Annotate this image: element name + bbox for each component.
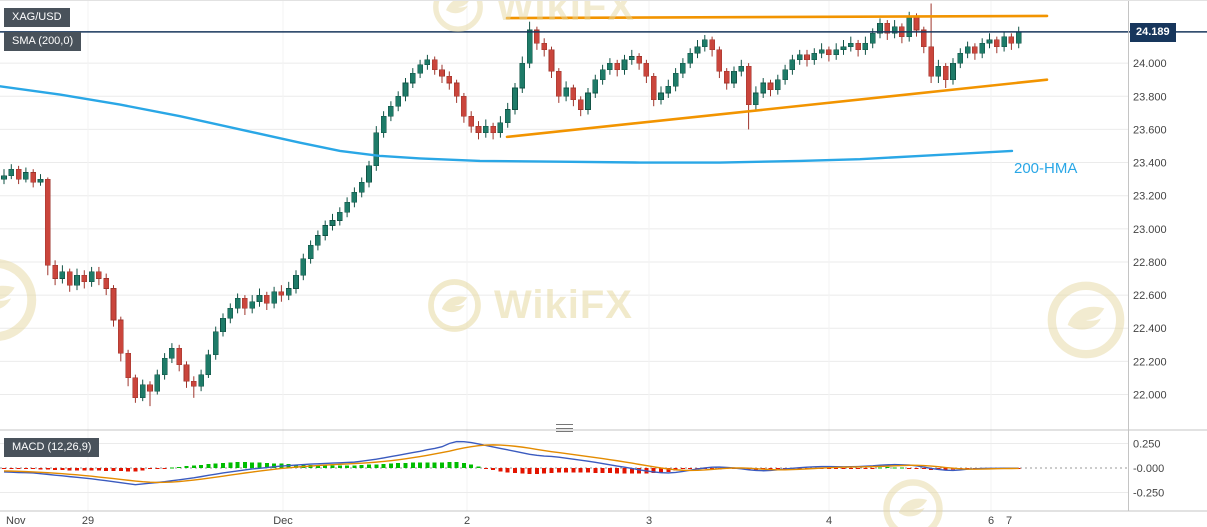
x-axis-label: 4 <box>826 515 832 527</box>
macd-axis-label: -0.250 <box>1133 488 1164 500</box>
grip-line <box>556 427 573 429</box>
symbol-badge: XAG/USD <box>4 8 70 27</box>
macd-axis-label: -0.000 <box>1133 463 1164 475</box>
x-axis-label: 29 <box>82 515 94 527</box>
x-axis-label: Nov <box>6 515 26 527</box>
panel-splitter-handle[interactable] <box>556 424 573 432</box>
x-axis-label: 7 <box>1006 515 1012 527</box>
y-axis-price-label: 23.200 <box>1133 191 1167 203</box>
current-price-badge: 24.189 <box>1130 22 1176 42</box>
y-axis-price-label: 22.000 <box>1133 390 1167 402</box>
x-axis-label: 2 <box>464 515 470 527</box>
y-axis-price-label: 23.400 <box>1133 158 1167 170</box>
y-axis-price-label: 23.800 <box>1133 91 1167 103</box>
sma-indicator-badge: SMA (200,0) <box>4 32 82 51</box>
y-axis-price-label: 24.000 <box>1133 58 1167 70</box>
grip-line <box>556 431 573 432</box>
y-axis-price-label: 23.000 <box>1133 224 1167 236</box>
x-axis-label: 3 <box>646 515 652 527</box>
y-axis-price-label: 22.200 <box>1133 356 1167 368</box>
y-axis-price-label: 22.400 <box>1133 323 1167 335</box>
y-axis-price-label: 22.600 <box>1133 290 1167 302</box>
y-axis-price-label: 23.600 <box>1133 124 1167 136</box>
grip-line <box>556 424 573 425</box>
hma-line-label: 200-HMA <box>1014 160 1078 177</box>
x-axis-label: 6 <box>988 515 994 527</box>
macd-axis-label: 0.250 <box>1133 439 1161 451</box>
x-axis-label: Dec <box>273 515 293 527</box>
macd-indicator-badge: MACD (12,26,9) <box>4 438 100 457</box>
y-axis-price-label: 22.800 <box>1133 257 1167 269</box>
